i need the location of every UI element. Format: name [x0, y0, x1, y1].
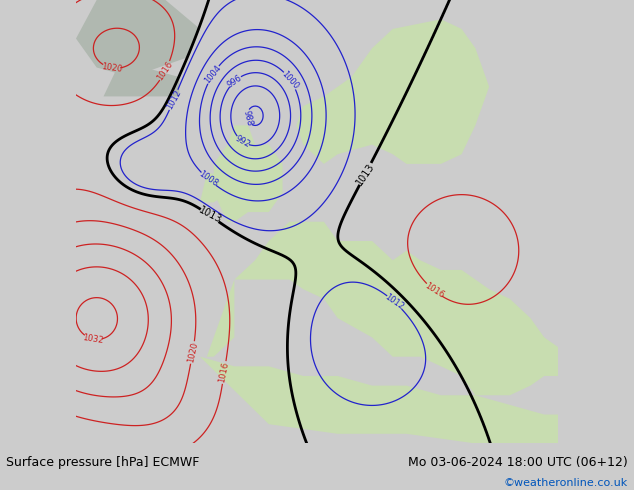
- Text: Surface pressure [hPa] ECMWF: Surface pressure [hPa] ECMWF: [6, 456, 200, 468]
- Text: 1016: 1016: [155, 60, 175, 82]
- Text: 1008: 1008: [197, 170, 220, 189]
- Text: 1016: 1016: [423, 281, 445, 300]
- Text: 1020: 1020: [101, 62, 122, 74]
- Text: 1032: 1032: [82, 333, 104, 345]
- Text: 1012: 1012: [384, 293, 406, 312]
- Text: 1013: 1013: [354, 161, 377, 187]
- Text: ©weatheronline.co.uk: ©weatheronline.co.uk: [503, 478, 628, 488]
- Text: 988: 988: [242, 109, 254, 127]
- Text: 1013: 1013: [197, 205, 223, 225]
- Polygon shape: [207, 221, 558, 395]
- Polygon shape: [76, 0, 200, 77]
- Text: 1000: 1000: [280, 69, 301, 91]
- Text: 992: 992: [233, 134, 252, 149]
- Polygon shape: [406, 48, 476, 145]
- Text: 1024: 1024: [43, 248, 66, 266]
- Polygon shape: [448, 299, 558, 357]
- Text: 1016: 1016: [217, 361, 231, 384]
- Text: 996: 996: [226, 73, 244, 89]
- Polygon shape: [103, 68, 179, 97]
- Text: 1020: 1020: [186, 342, 199, 364]
- Text: 1012: 1012: [165, 89, 183, 111]
- Polygon shape: [214, 125, 283, 221]
- Text: 1004: 1004: [203, 63, 223, 85]
- Polygon shape: [296, 19, 489, 164]
- Polygon shape: [200, 357, 558, 443]
- Text: 1028: 1028: [40, 285, 60, 308]
- Polygon shape: [200, 173, 228, 202]
- Text: Mo 03-06-2024 18:00 UTC (06+12): Mo 03-06-2024 18:00 UTC (06+12): [408, 456, 628, 468]
